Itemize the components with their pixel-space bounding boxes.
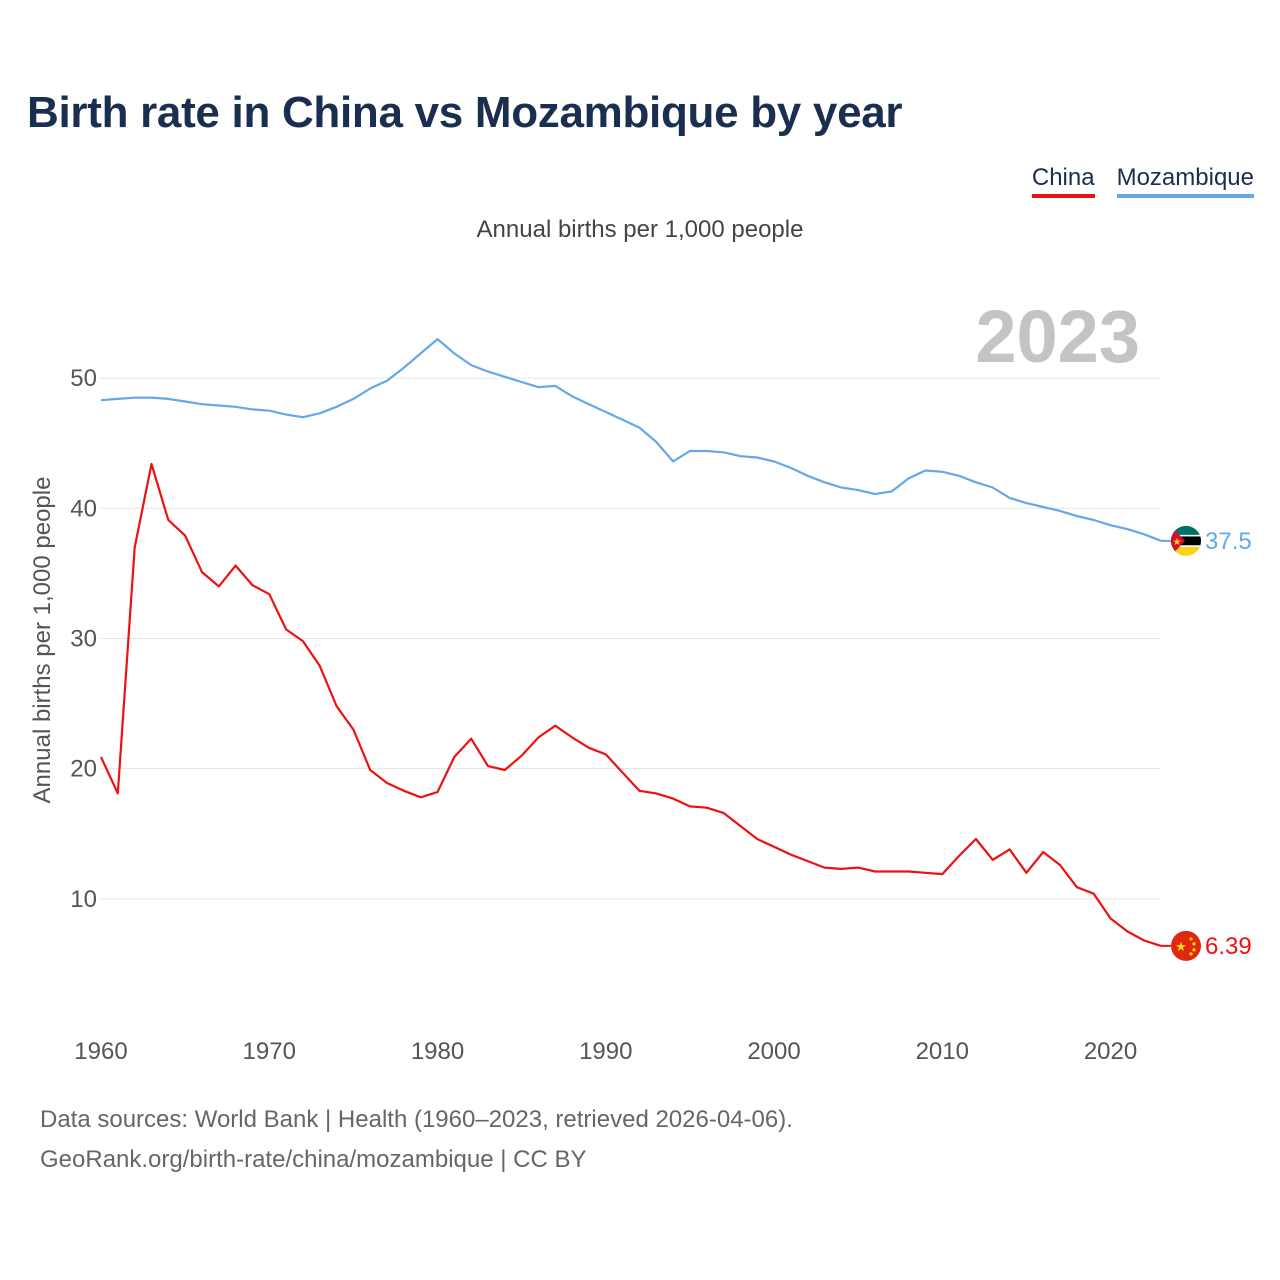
series-end-label: 6.39	[1205, 933, 1252, 960]
y-tick-label: 20	[70, 756, 97, 783]
china-flag-icon: ★	[1171, 930, 1201, 961]
footer-sources: Data sources: World Bank | Health (1960–…	[40, 1106, 793, 1133]
x-tick-label: 1990	[579, 1038, 632, 1065]
x-tick-label: 2000	[747, 1038, 800, 1065]
year-watermark: 2023	[975, 295, 1140, 378]
y-tick-label: 40	[70, 495, 97, 522]
chart-title: Birth rate in China vs Mozambique by yea…	[27, 88, 903, 137]
x-tick-label: 1970	[243, 1038, 296, 1065]
x-tick-label: 2010	[916, 1038, 969, 1065]
series-line-china[interactable]	[100, 462, 1162, 947]
footer-credit: GeoRank.org/birth-rate/china/mozambique …	[40, 1146, 587, 1173]
x-axis-ticks: 1960 1970 1980 1990 2000 2010 2020	[74, 1038, 1137, 1065]
y-tick-label: 10	[70, 886, 97, 913]
mozambique-flag-icon: ★	[1171, 525, 1201, 556]
series-end-label: 37.5	[1205, 528, 1252, 555]
x-tick-label: 1960	[74, 1038, 127, 1065]
legend-china[interactable]: China	[1031, 164, 1095, 198]
legend: China Mozambique	[1031, 164, 1254, 198]
chart-subtitle: Annual births per 1,000 people	[476, 216, 804, 243]
svg-text:★: ★	[1175, 939, 1187, 954]
series-line-mozambique[interactable]	[100, 338, 1162, 542]
series-end-markers: ★ 6.39 ★ 37.5	[1161, 525, 1252, 961]
y-tick-label: 30	[70, 625, 97, 652]
legend-mozambique[interactable]: Mozambique	[1116, 164, 1254, 198]
y-axis-label: Annual births per 1,000 people	[29, 477, 56, 804]
y-tick-label: 50	[70, 365, 97, 392]
x-tick-label: 2020	[1084, 1038, 1137, 1065]
svg-text:★: ★	[1173, 537, 1182, 548]
y-axis-ticks: 10 20 30 40 50	[70, 365, 97, 913]
series-lines	[100, 338, 1162, 947]
gridlines	[101, 377, 1161, 900]
x-tick-label: 1980	[411, 1038, 464, 1065]
